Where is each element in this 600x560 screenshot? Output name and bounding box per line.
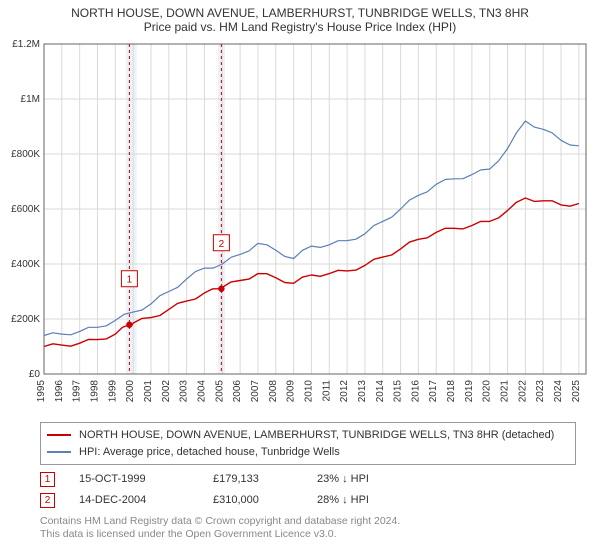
svg-text:2008: 2008	[268, 380, 279, 403]
svg-text:2021: 2021	[500, 380, 511, 403]
event-date: 15-OCT-1999	[79, 469, 189, 490]
svg-text:£200K: £200K	[11, 314, 40, 325]
svg-text:2005: 2005	[214, 380, 225, 403]
chart-subtitle: Price paid vs. HM Land Registry's House …	[4, 20, 596, 34]
chart-svg: £0 £200K £400K £600K £800K £1M £1.2M 1995 1996 19…	[4, 36, 596, 416]
svg-text:1997: 1997	[72, 380, 83, 403]
svg-text:2013: 2013	[357, 380, 368, 403]
event-price: £310,000	[213, 490, 293, 511]
svg-text:2000: 2000	[125, 380, 136, 403]
event-date: 14-DEC-2004	[79, 490, 189, 511]
svg-text:2003: 2003	[179, 380, 190, 403]
svg-text:2001: 2001	[143, 380, 154, 403]
svg-text:2002: 2002	[161, 380, 172, 403]
svg-text:2: 2	[219, 239, 225, 250]
svg-text:2023: 2023	[535, 380, 546, 403]
footnote: Contains HM Land Registry data © Crown c…	[40, 515, 576, 542]
svg-text:1: 1	[127, 275, 133, 286]
svg-text:2019: 2019	[464, 380, 475, 403]
event-row: 2 14-DEC-2004 £310,000 28% ↓ HPI	[40, 490, 576, 511]
svg-text:2014: 2014	[375, 380, 386, 403]
price-chart: £0 £200K £400K £600K £800K £1M £1.2M 1995 1996 19…	[4, 36, 596, 416]
svg-text:2022: 2022	[517, 380, 528, 403]
svg-text:£1.2M: £1.2M	[12, 39, 40, 50]
events-table: 1 15-OCT-1999 £179,133 23% ↓ HPI 2 14-DE…	[40, 469, 576, 511]
event-row: 1 15-OCT-1999 £179,133 23% ↓ HPI	[40, 469, 576, 490]
legend-swatch	[47, 451, 71, 453]
svg-text:2010: 2010	[303, 380, 314, 403]
svg-text:2025: 2025	[571, 380, 582, 403]
event-price: £179,133	[213, 469, 293, 490]
svg-text:£400K: £400K	[11, 259, 40, 270]
svg-text:2004: 2004	[196, 380, 207, 403]
svg-text:2011: 2011	[321, 380, 332, 402]
legend-label: NORTH HOUSE, DOWN AVENUE, LAMBERHURST, T…	[79, 427, 554, 444]
svg-text:2018: 2018	[446, 380, 457, 403]
svg-text:1998: 1998	[89, 380, 100, 403]
svg-text:1999: 1999	[107, 380, 118, 403]
legend-row: NORTH HOUSE, DOWN AVENUE, LAMBERHURST, T…	[47, 427, 569, 444]
svg-text:£600K: £600K	[11, 204, 40, 215]
svg-text:2017: 2017	[428, 380, 439, 403]
svg-text:£800K: £800K	[11, 149, 40, 160]
event-delta: 23% ↓ HPI	[317, 469, 427, 490]
event-delta: 28% ↓ HPI	[317, 490, 427, 511]
svg-text:1995: 1995	[36, 380, 47, 403]
title-block: NORTH HOUSE, DOWN AVENUE, LAMBERHURST, T…	[0, 0, 600, 36]
svg-text:2006: 2006	[232, 380, 243, 403]
footnote-line: This data is licensed under the Open Gov…	[40, 528, 576, 542]
svg-text:1996: 1996	[54, 380, 65, 403]
chart-title: NORTH HOUSE, DOWN AVENUE, LAMBERHURST, T…	[4, 6, 596, 20]
event-marker-box: 1	[40, 472, 55, 487]
svg-text:£0: £0	[29, 369, 41, 380]
svg-text:2024: 2024	[553, 380, 564, 403]
svg-text:2015: 2015	[393, 380, 404, 403]
footnote-line: Contains HM Land Registry data © Crown c…	[40, 515, 576, 529]
legend: NORTH HOUSE, DOWN AVENUE, LAMBERHURST, T…	[40, 422, 576, 465]
svg-text:2020: 2020	[482, 380, 493, 403]
legend-row: HPI: Average price, detached house, Tunb…	[47, 444, 569, 461]
svg-text:2007: 2007	[250, 380, 261, 403]
event-marker-box: 2	[40, 493, 55, 508]
legend-swatch	[47, 434, 71, 436]
svg-text:2012: 2012	[339, 380, 350, 403]
svg-text:2009: 2009	[286, 380, 297, 403]
svg-text:£1M: £1M	[21, 94, 40, 105]
svg-text:2016: 2016	[410, 380, 421, 403]
legend-label: HPI: Average price, detached house, Tunb…	[79, 444, 340, 461]
